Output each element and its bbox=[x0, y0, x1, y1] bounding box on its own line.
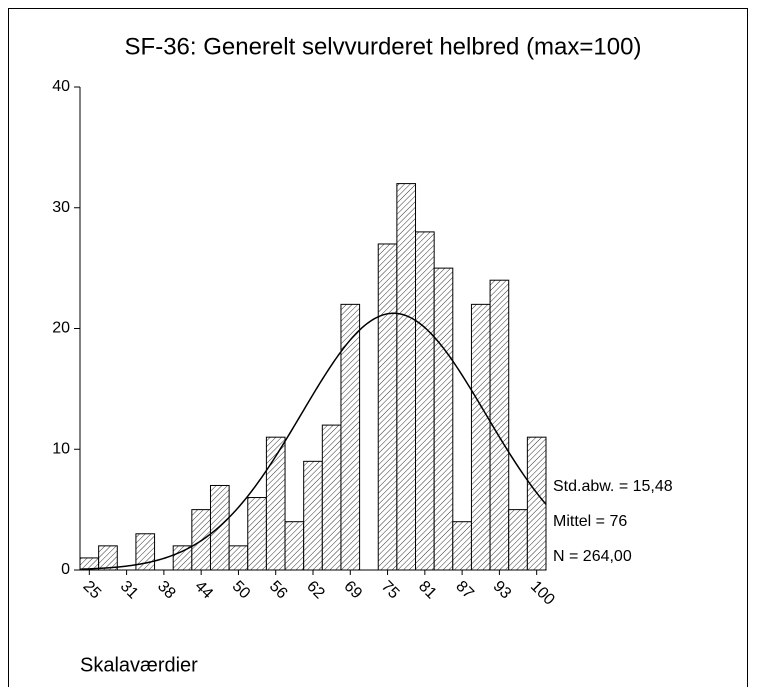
bar bbox=[470, 303, 491, 571]
bar bbox=[284, 521, 305, 571]
bar bbox=[396, 183, 417, 571]
bar bbox=[228, 545, 249, 571]
x-tick-label: 100 bbox=[527, 578, 558, 609]
bar bbox=[526, 436, 547, 571]
bar bbox=[303, 460, 323, 571]
bar bbox=[433, 267, 454, 571]
bar bbox=[377, 243, 398, 571]
y-tick-label: 0 bbox=[61, 561, 70, 578]
normal-curve bbox=[79, 312, 547, 570]
bar bbox=[209, 484, 230, 571]
x-tick-label: 50 bbox=[229, 578, 254, 603]
frame bbox=[8, 8, 748, 687]
x-tick-label: 87 bbox=[452, 578, 477, 603]
x-tick-label: 31 bbox=[117, 578, 142, 603]
x-tick-label: 56 bbox=[266, 578, 291, 603]
y-tick-label: 10 bbox=[52, 440, 70, 457]
bar bbox=[172, 545, 193, 571]
bar bbox=[508, 509, 528, 571]
stats-label: Std.abw. = 15,48 bbox=[553, 478, 673, 495]
x-tick-label: 81 bbox=[415, 578, 440, 603]
bar bbox=[247, 497, 267, 571]
bar bbox=[321, 424, 342, 571]
x-tick-label: 62 bbox=[303, 578, 328, 603]
x-tick-label: 93 bbox=[490, 578, 515, 603]
y-tick-label: 40 bbox=[52, 78, 70, 95]
x-tick-label: 75 bbox=[378, 578, 403, 603]
bar bbox=[340, 303, 361, 571]
y-tick-label: 20 bbox=[52, 320, 70, 337]
y-tick-label: 30 bbox=[52, 199, 70, 216]
x-axis-label: Skalaværdier bbox=[80, 654, 198, 676]
x-tick-label: 44 bbox=[191, 578, 216, 603]
stats-label: Mittel = 76 bbox=[553, 513, 627, 530]
chart-title: SF-36: Generelt selvvurderet helbred (ma… bbox=[125, 33, 642, 60]
bar bbox=[415, 231, 435, 571]
stats-label: N = 264,00 bbox=[553, 548, 632, 565]
x-tick-label: 69 bbox=[340, 578, 365, 603]
bar bbox=[98, 545, 118, 571]
x-tick-label: 25 bbox=[79, 578, 104, 603]
bar bbox=[452, 521, 472, 571]
x-tick-label: 38 bbox=[154, 578, 179, 603]
